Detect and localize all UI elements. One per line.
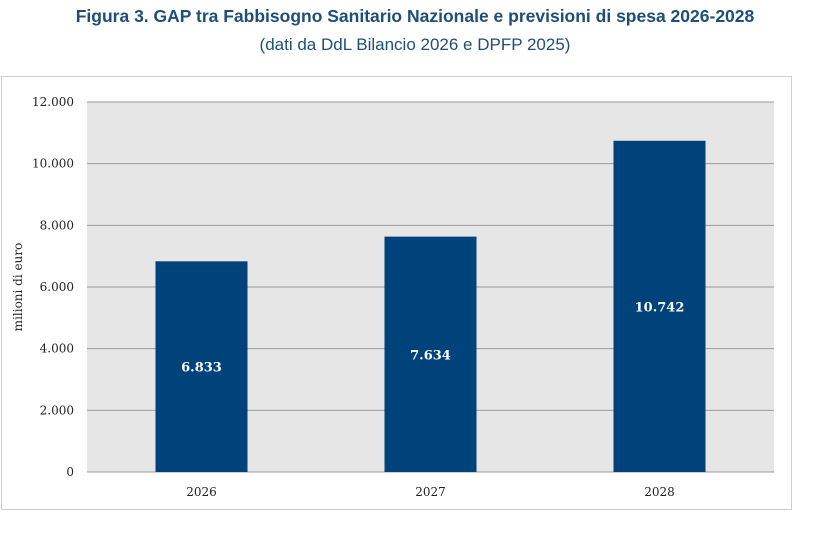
bar-2026 xyxy=(155,261,248,472)
y-tick-label: 0 xyxy=(66,465,74,479)
y-tick-label: 10.000 xyxy=(32,157,74,171)
y-tick-label: 12.000 xyxy=(32,95,74,109)
chart-title: Figura 3. GAP tra Fabbisogno Sanitario N… xyxy=(75,6,755,26)
bars xyxy=(155,140,706,472)
y-tick-label: 8.000 xyxy=(40,218,74,232)
x-tick-labels: 2026 2027 2028 xyxy=(186,485,675,499)
data-label: 6.833 xyxy=(181,361,222,376)
y-tick-labels: 0 2.000 4.000 6.000 8.000 10.000 12.000 xyxy=(32,95,74,479)
data-label: 10.742 xyxy=(635,300,685,315)
bar-2028 xyxy=(613,140,706,472)
data-labels: 6.833 7.634 10.742 xyxy=(181,300,684,375)
y-tick-label: 6.000 xyxy=(40,280,74,294)
bar-2027 xyxy=(384,236,477,472)
y-tick-label: 4.000 xyxy=(40,342,74,356)
chart-subtitle: (dati da DdL Bilancio 2026 e DPFP 2025) xyxy=(259,35,571,54)
y-axis-label: milioni di euro xyxy=(11,243,25,332)
x-tick-label: 2027 xyxy=(415,485,446,499)
x-tick-label: 2028 xyxy=(644,485,675,499)
x-tick-label: 2026 xyxy=(186,485,217,499)
y-tick-label: 2.000 xyxy=(40,403,74,417)
data-label: 7.634 xyxy=(410,348,451,363)
